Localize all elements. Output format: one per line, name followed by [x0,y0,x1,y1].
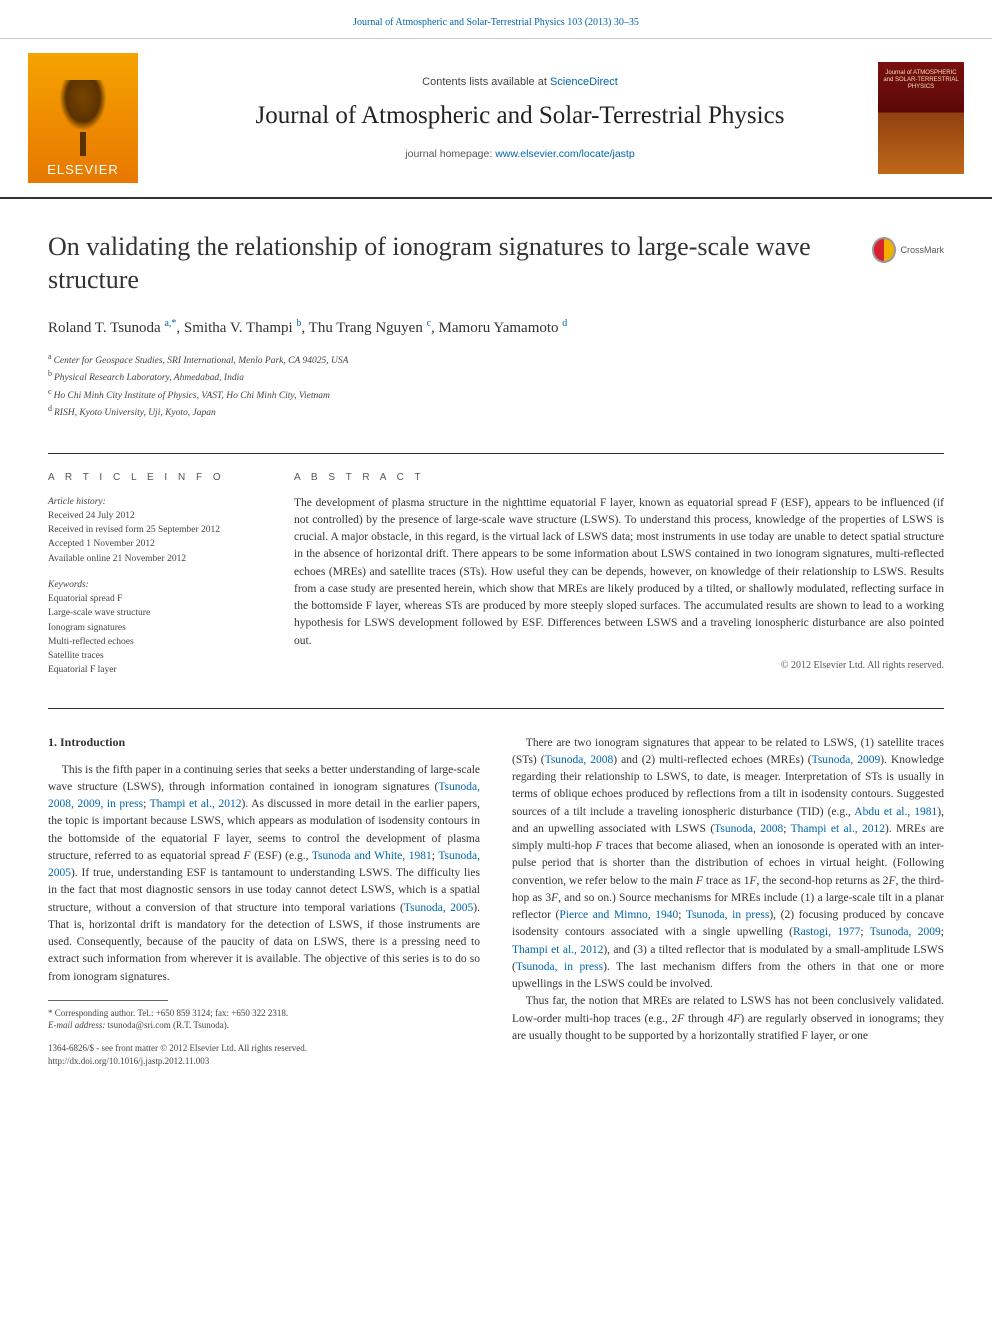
info-abstract-row: A R T I C L E I N F O Article history: R… [0,454,992,690]
aff-marker-link[interactable]: b [296,318,301,329]
citation-link[interactable]: Thampi et al., 2012 [150,798,242,810]
aff-marker-link[interactable]: c [427,318,431,329]
keyword: Equatorial F layer [48,663,258,677]
author: Mamoru Yamamoto d [439,320,568,336]
doi-block: 1364-6826/$ - see front matter © 2012 El… [48,1042,480,1067]
citation-link[interactable]: Rastogi, 1977 [793,926,860,938]
corr-email[interactable]: tsunoda@sri.com (R.T. Tsunoda). [108,1020,229,1030]
masthead: ELSEVIER Contents lists available at Sci… [0,39,992,199]
history-accepted: Accepted 1 November 2012 [48,537,258,551]
history-label: Article history: [48,495,258,509]
citation-link[interactable]: Tsunoda, 2009 [812,754,881,766]
keyword: Large-scale wave structure [48,606,258,620]
email-label: E-mail address: [48,1020,105,1030]
homepage-line: journal homepage: www.elsevier.com/locat… [162,148,878,160]
affiliation: d RISH, Kyoto University, Uji, Kyoto, Ja… [48,403,944,420]
citation-link[interactable]: Tsunoda, 2005 [404,902,473,914]
intro-p2: There are two ionogram signatures that a… [512,735,944,994]
journal-cover-thumb[interactable]: Journal of ATMOSPHERIC and SOLAR-TERREST… [878,62,964,174]
contents-pre: Contents lists available at [422,76,550,88]
affiliations: a Center for Geospace Studies, SRI Inter… [48,351,944,421]
homepage-link[interactable]: www.elsevier.com/locate/jastp [495,148,634,160]
footnote-rule [48,1000,168,1001]
abstract-text: The development of plasma structure in t… [294,495,944,650]
abstract-col: A B S T R A C T The development of plasm… [294,472,944,678]
sciencedirect-link[interactable]: ScienceDirect [550,76,618,88]
keywords-label: Keywords: [48,578,258,592]
author: Smitha V. Thampi b [184,320,302,336]
keyword: Satellite traces [48,649,258,663]
citation-link[interactable]: Tsunoda and White, 1981 [312,850,432,862]
journal-cover-label: Journal of ATMOSPHERIC and SOLAR-TERREST… [878,70,964,92]
affiliation: c Ho Chi Minh City Institute of Physics,… [48,386,944,403]
doi-line[interactable]: http://dx.doi.org/10.1016/j.jastp.2012.1… [48,1055,480,1068]
intro-p3: Thus far, the notion that MREs are relat… [512,993,944,1045]
masthead-center: Contents lists available at ScienceDirec… [162,76,878,160]
citation-link[interactable]: Tsunoda, 2008 [545,754,614,766]
article-info-col: A R T I C L E I N F O Article history: R… [48,472,258,678]
keyword: Multi-reflected echoes [48,635,258,649]
homepage-pre: journal homepage: [405,148,495,160]
top-citation-banner: Journal of Atmospheric and Solar-Terrest… [0,0,992,39]
intro-p1: This is the fifth paper in a continuing … [48,762,480,986]
abstract-copyright: © 2012 Elsevier Ltd. All rights reserved… [294,660,944,671]
keyword: Ionogram signatures [48,621,258,635]
left-column: 1. Introduction This is the fifth paper … [48,735,480,1068]
citation-link[interactable]: Thampi et al., 2012 [791,823,885,835]
history-revised: Received in revised form 25 September 20… [48,523,258,537]
issn-line: 1364-6826/$ - see front matter © 2012 El… [48,1042,480,1055]
affiliation: b Physical Research Laboratory, Ahmedaba… [48,368,944,385]
citation-link[interactable]: Tsunoda, 2008 [714,823,783,835]
citation-link[interactable]: Abdu et al., 1981 [854,806,937,818]
keywords-list: Equatorial spread FLarge-scale wave stru… [48,592,258,678]
author: Roland T. Tsunoda a,* [48,320,176,336]
journal-name: Journal of Atmospheric and Solar-Terrest… [162,102,878,130]
citation-link[interactable]: Thampi et al., 2012 [512,944,603,956]
crossmark-label: CrossMark [900,245,944,255]
intro-heading: 1. Introduction [48,735,480,750]
citation-link[interactable]: Tsunoda, 2008, 2009, in press [48,781,480,810]
aff-marker-link[interactable]: d [562,318,567,329]
elsevier-logo[interactable]: ELSEVIER [28,53,138,183]
article-header: On validating the relationship of ionogr… [0,199,992,435]
corr-author: * Corresponding author. Tel.: +650 859 3… [48,1007,480,1020]
contents-line: Contents lists available at ScienceDirec… [162,76,878,88]
article-history: Article history: Received 24 July 2012 R… [48,495,258,678]
right-column: There are two ionogram signatures that a… [512,735,944,1068]
article-title: On validating the relationship of ionogr… [48,231,854,296]
affiliation: a Center for Geospace Studies, SRI Inter… [48,351,944,368]
authors-line: Roland T. Tsunoda a,*, Smitha V. Thampi … [48,318,944,337]
corresponding-footnote: * Corresponding author. Tel.: +650 859 3… [48,1007,480,1032]
citation-link[interactable]: Tsunoda, in press [686,909,769,921]
crossmark-badge[interactable]: CrossMark [872,237,944,263]
top-citation-link[interactable]: Journal of Atmospheric and Solar-Terrest… [353,17,639,28]
citation-link[interactable]: Pierce and Mimno, 1940 [559,909,678,921]
history-online: Available online 21 November 2012 [48,552,258,566]
abstract-label: A B S T R A C T [294,472,944,483]
article-info-label: A R T I C L E I N F O [48,472,258,483]
keyword: Equatorial spread F [48,592,258,606]
author: Thu Trang Nguyen c [309,320,431,336]
crossmark-icon [872,237,896,263]
citation-link[interactable]: Tsunoda, in press [516,961,603,973]
citation-link[interactable]: Tsunoda, 2009 [870,926,941,938]
elsevier-label: ELSEVIER [47,162,119,177]
history-received: Received 24 July 2012 [48,509,258,523]
body-columns: 1. Introduction This is the fifth paper … [0,709,992,1068]
elsevier-tree-icon [48,76,118,156]
